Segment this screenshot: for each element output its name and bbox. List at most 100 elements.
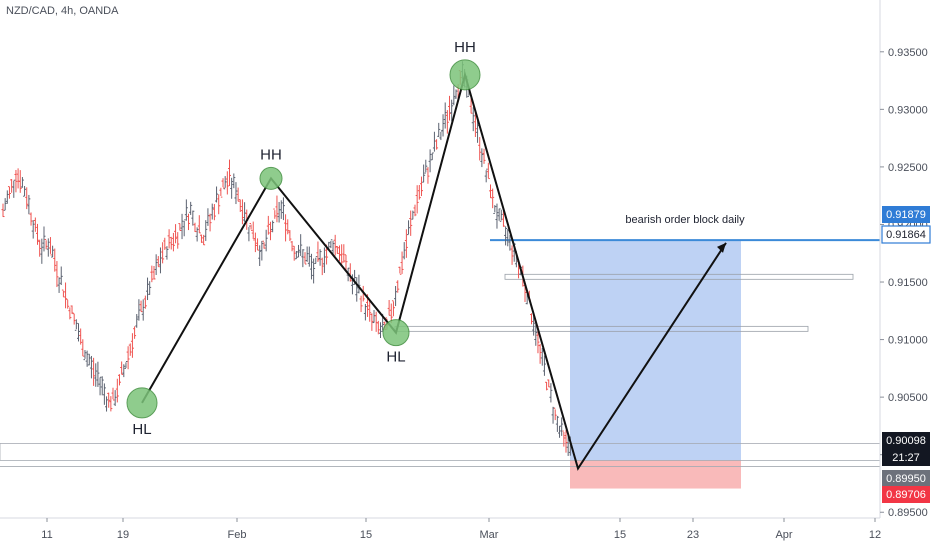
ohlc-bar: [29, 212, 33, 226]
price-tag: 21:27: [882, 449, 930, 466]
ohlc-bar: [391, 300, 395, 317]
ohlc-bar: [264, 229, 268, 252]
ohlc-bar: [495, 203, 499, 229]
y-tick-label: 0.93000: [888, 104, 928, 116]
x-tick-label: 15: [360, 529, 372, 541]
ohlc-bar: [180, 213, 184, 240]
ohlc-bar: [143, 295, 147, 309]
ohlc-bar: [98, 376, 102, 396]
ohlc-bar: [493, 205, 497, 214]
ohlc-bar: [329, 239, 333, 249]
price-tag: 0.89706: [882, 486, 930, 503]
ohlc-bar: [240, 199, 244, 225]
ohlc-bar: [23, 186, 27, 197]
swing-circle: [382, 319, 410, 347]
ohlc-bar: [238, 199, 242, 212]
price-tag-label: 0.89950: [886, 473, 926, 485]
y-tick-label: 0.91500: [888, 277, 928, 289]
ohlc-bar: [426, 167, 430, 184]
ohlc-bar: [178, 223, 182, 231]
ohlc-bar: [5, 190, 9, 204]
ohlc-bar: [491, 188, 495, 209]
ohlc-bar: [428, 149, 432, 173]
ohlc-bar: [156, 256, 160, 268]
ohlc-bar: [394, 286, 398, 307]
ohlc-bar: [76, 323, 80, 342]
ohlc-bar: [225, 171, 229, 195]
ohlc-bar: [335, 246, 339, 254]
ohlc-bar: [3, 198, 7, 211]
position-zones: [570, 240, 741, 489]
ohlc-bar: [441, 114, 445, 137]
ohlc-bar: [256, 238, 260, 251]
ohlc-bar: [251, 221, 255, 241]
ohlc-bar: [126, 346, 130, 370]
ohlc-bar: [309, 253, 313, 280]
ohlc-bar: [115, 378, 119, 403]
ohlc-bar: [158, 247, 162, 274]
ohlc-bar: [413, 204, 417, 217]
ohlc-bar: [92, 357, 96, 386]
ohlc-bar: [171, 232, 175, 252]
ohlc-bar: [36, 223, 40, 245]
price-tag-label: 0.90098: [886, 435, 926, 447]
ohlc-bar: [478, 137, 482, 161]
ohlc-bar: [549, 383, 553, 403]
ohlc-bar: [212, 204, 216, 221]
ohlc-bar: [419, 176, 423, 197]
ohlc-bar: [260, 240, 264, 261]
x-tick-label: Apr: [775, 529, 792, 541]
y-tick-label: 0.91000: [888, 335, 928, 347]
ohlc-bar: [501, 210, 505, 227]
ohlc-bar: [223, 176, 227, 190]
price-tag: 0.91864: [881, 225, 931, 244]
ohlc-bar: [355, 277, 359, 302]
ohlc-bar: [281, 197, 285, 221]
ohlc-bar: [316, 241, 320, 262]
ohlc-bar: [141, 299, 145, 321]
ohlc-bar: [417, 184, 421, 200]
ohlc-bar: [357, 274, 361, 294]
ohlc-bar: [299, 234, 303, 256]
ohlc-bar: [294, 250, 298, 260]
ohlc-bar: [409, 210, 413, 236]
ohlc-bar: [182, 219, 186, 237]
swing-label: HH: [260, 146, 282, 163]
ohlc-bar: [510, 245, 514, 265]
ohlc-bar: [135, 314, 139, 328]
ohlc-bar: [411, 210, 415, 220]
ohlc-bar: [318, 249, 322, 266]
ohlc-bar: [187, 213, 191, 231]
x-tick-label: 23: [687, 529, 699, 541]
ohlc-bar: [1, 203, 5, 218]
ohlc-bar: [27, 194, 31, 215]
ohlc-bar: [555, 415, 559, 432]
ohlc-bar: [87, 353, 91, 366]
y-tick-label: 0.89500: [888, 507, 928, 519]
ohlc-bar: [150, 265, 154, 283]
symbol-title[interactable]: NZD/CAD, 4h, OANDA: [6, 5, 119, 17]
ohlc-bar: [40, 238, 44, 264]
ohlc-bar: [227, 159, 231, 187]
ohlc-bar: [415, 185, 419, 214]
time-axis[interactable]: 11 19 Feb 15 Mar 15 23 Apr 12: [0, 517, 881, 541]
ohlc-bar: [64, 282, 68, 309]
ohlc-bar: [253, 232, 257, 253]
ohlc-bar: [199, 234, 203, 243]
ohlc-bar: [402, 242, 406, 260]
arrow-head: [717, 242, 726, 253]
ohlc-bar: [146, 277, 150, 301]
ohlc-bar: [268, 221, 272, 241]
ohlc-bar: [113, 390, 117, 406]
ohlc-bar: [102, 383, 106, 405]
ohlc-bar: [124, 360, 128, 369]
ohlc-bar: [560, 417, 564, 436]
ohlc-bar: [534, 321, 538, 346]
ohlc-bar: [553, 407, 557, 421]
ohlc-bar: [435, 139, 439, 150]
ohlc-bar: [286, 219, 290, 235]
ohlc-bar: [249, 222, 253, 231]
ohlc-bar: [184, 199, 188, 221]
